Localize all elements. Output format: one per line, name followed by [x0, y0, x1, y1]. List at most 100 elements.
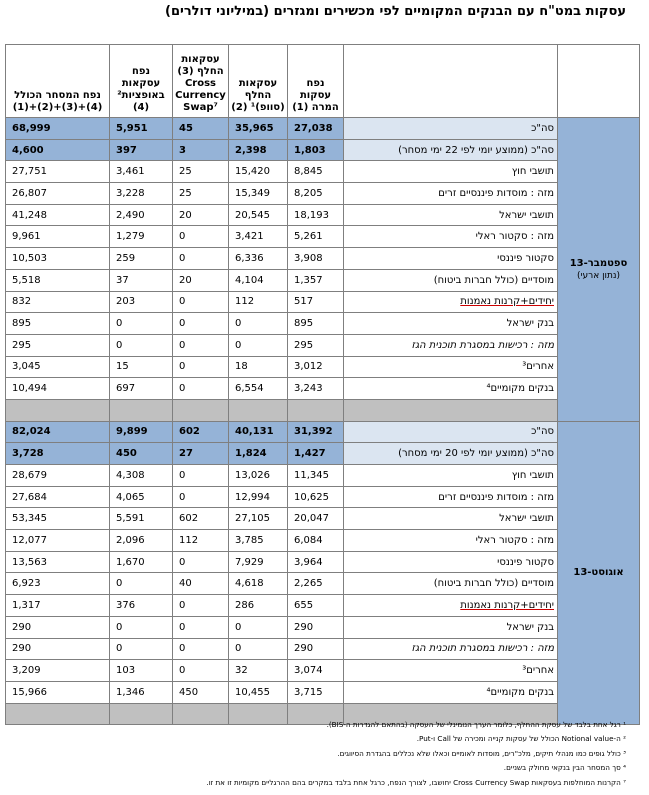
category-label: סה"כ (ממוצע יומי לפי 22 ימי מסחר): [398, 144, 554, 156]
category-label: בנקים מקומיים⁴: [486, 686, 554, 698]
category-cell: סקטור פיננסי: [343, 247, 558, 270]
value-cell: 27: [172, 442, 229, 465]
value-cell: 290: [5, 615, 110, 639]
value-cell: 6,923: [5, 572, 110, 596]
period-label: אוגוסט-13: [557, 420, 640, 726]
table-row: יחידים+קרנות נאמנות 517 112 0 203 832: [5, 290, 640, 314]
value-cell: 25: [172, 182, 229, 205]
value-cell: 2,490: [109, 203, 173, 227]
category-label: תושבי חוץ: [511, 469, 554, 481]
value-cell: 6,554: [228, 377, 288, 400]
value-cell: 203: [109, 290, 173, 314]
period-note: (נתון ארעי): [576, 270, 621, 281]
category-cell: בנקים מקומיים⁴: [343, 680, 558, 704]
category-cell: מזה : מוסדות פיננסיים זרים: [343, 182, 558, 205]
table-row: יחידים+קרנות נאמנות 655 286 0 376 1,317: [5, 594, 640, 617]
value-cell: 3,209: [5, 659, 110, 682]
value-cell: 3,243: [287, 377, 344, 400]
value-cell: 35,965: [228, 117, 288, 140]
category-cell: מזה : סקטור ראלי: [343, 225, 558, 249]
table-row: סה"כ (ממוצע יומי לפי 22 ימי מסחר) 1,803 2,…: [5, 138, 640, 162]
value-cell: 450: [172, 680, 229, 704]
table-row: אחרים³ 3,012 18 0 15 3,045: [5, 355, 640, 379]
value-cell: 20,545: [228, 203, 288, 227]
value-cell: 112: [172, 529, 229, 552]
table-row: אוגוסט-13 סה"כ 31,392 40,131 602 9,899 82,024: [5, 420, 640, 726]
value-cell: 32: [228, 659, 288, 682]
table-row: מזה : סקטור ראלי 6,084 3,785 112 2,096 12,077: [5, 529, 640, 552]
value-cell: 0: [172, 247, 229, 270]
value-cell: 517: [287, 290, 344, 314]
category-cell: מזה : מוסדות פיננסיים זרים: [343, 485, 558, 509]
table-row: בנק ישראל 895 0 0 0 895: [5, 312, 640, 335]
table-row: תושבי ישראל 18,193 20,545 20 2,490 41,248: [5, 203, 640, 227]
value-cell: 1,670: [109, 550, 173, 574]
value-cell: 602: [172, 507, 229, 531]
value-cell: 68,999: [5, 117, 110, 140]
separator-cell: [287, 398, 344, 422]
table-row: מוסדיים (כולל חברות ביטוח) 1,357 4,104 20 37…: [5, 268, 640, 292]
value-cell: 259: [109, 247, 173, 270]
value-cell: 28,679: [5, 464, 110, 487]
value-cell: 5,591: [109, 507, 173, 531]
value-cell: 8,205: [287, 182, 344, 205]
value-cell: 37: [109, 268, 173, 292]
value-cell: 0: [109, 312, 173, 335]
separator-cell: [343, 398, 558, 422]
value-cell: 0: [228, 333, 288, 357]
value-cell: 1,427: [287, 442, 344, 465]
period-name: ספטמבר-13: [569, 257, 628, 269]
value-cell: 3,461: [109, 160, 173, 184]
value-cell: 40,131: [228, 420, 288, 444]
value-cell: 295: [5, 333, 110, 357]
category-cell: בנק ישראל: [343, 615, 558, 639]
footnote: ⁴ סך המסחר הבין בנקאי מחולק בשניים.: [503, 763, 626, 773]
separator-cell: [5, 702, 110, 726]
category-label: מזה : רכישות במסגרת תוכנית הגז: [411, 339, 554, 351]
category-cell: סה"כ (ממוצע יומי לפי 20 ימי מסחר): [343, 442, 558, 465]
category-label: בנק ישראל: [506, 318, 554, 330]
value-cell: 286: [228, 594, 288, 617]
value-cell: 10,455: [228, 680, 288, 704]
category-cell: בנקים מקומיים⁴: [343, 377, 558, 400]
category-label: סקטור פיננסי: [497, 252, 554, 264]
value-cell: 290: [287, 615, 344, 639]
period-name: אוגוסט-13: [573, 567, 624, 579]
value-cell: 3,074: [287, 659, 344, 682]
category-label: אחרים³: [522, 361, 554, 373]
separator-cell: [172, 398, 229, 422]
value-cell: 10,503: [5, 247, 110, 270]
value-cell: 655: [287, 594, 344, 617]
separator-cell: [343, 702, 558, 726]
footnote: ³ כולל גופים כמו מנהלי תיקים, מלכ"רים, מ…: [337, 748, 626, 758]
value-cell: 0: [109, 572, 173, 596]
value-cell: 45: [172, 117, 229, 140]
value-cell: 41,248: [5, 203, 110, 227]
value-cell: 0: [109, 637, 173, 661]
separator-cell: [228, 702, 288, 726]
value-cell: 3: [172, 138, 229, 162]
category-cell: מוסדיים (כולל חברות ביטוח): [343, 268, 558, 292]
separator-cell: [5, 398, 110, 422]
category-label: סקטור פיננסי: [497, 556, 554, 568]
value-cell: 6,336: [228, 247, 288, 270]
category-cell: מזה : סקטור ראלי: [343, 529, 558, 552]
category-label: סה"כ: [531, 426, 554, 438]
separator-cell: [287, 702, 344, 726]
value-cell: 290: [287, 637, 344, 661]
value-cell: 4,600: [5, 138, 110, 162]
value-cell: 3,228: [109, 182, 173, 205]
table-row: ספטמבר-13 (נתון ארעי) סה"כ 27,038 35,965 45 5,…: [5, 117, 640, 422]
value-cell: 290: [5, 637, 110, 661]
category-label: סה"כ: [531, 122, 554, 134]
value-cell: 15,966: [5, 680, 110, 704]
value-cell: 10,494: [5, 377, 110, 400]
page-title: עסקות במט"ח עם הבנקים המקומיים לפי מכשיר…: [165, 4, 626, 19]
table-row: תושבי ישראל 20,047 27,105 602 5,591 53,345: [5, 507, 640, 531]
value-cell: 2,096: [109, 529, 173, 552]
value-cell: 0: [172, 637, 229, 661]
value-cell: 11,345: [287, 464, 344, 487]
value-cell: 0: [172, 659, 229, 682]
category-label: מזה : מוסדות פיננסיים זרים: [438, 187, 554, 199]
value-cell: 2,265: [287, 572, 344, 596]
